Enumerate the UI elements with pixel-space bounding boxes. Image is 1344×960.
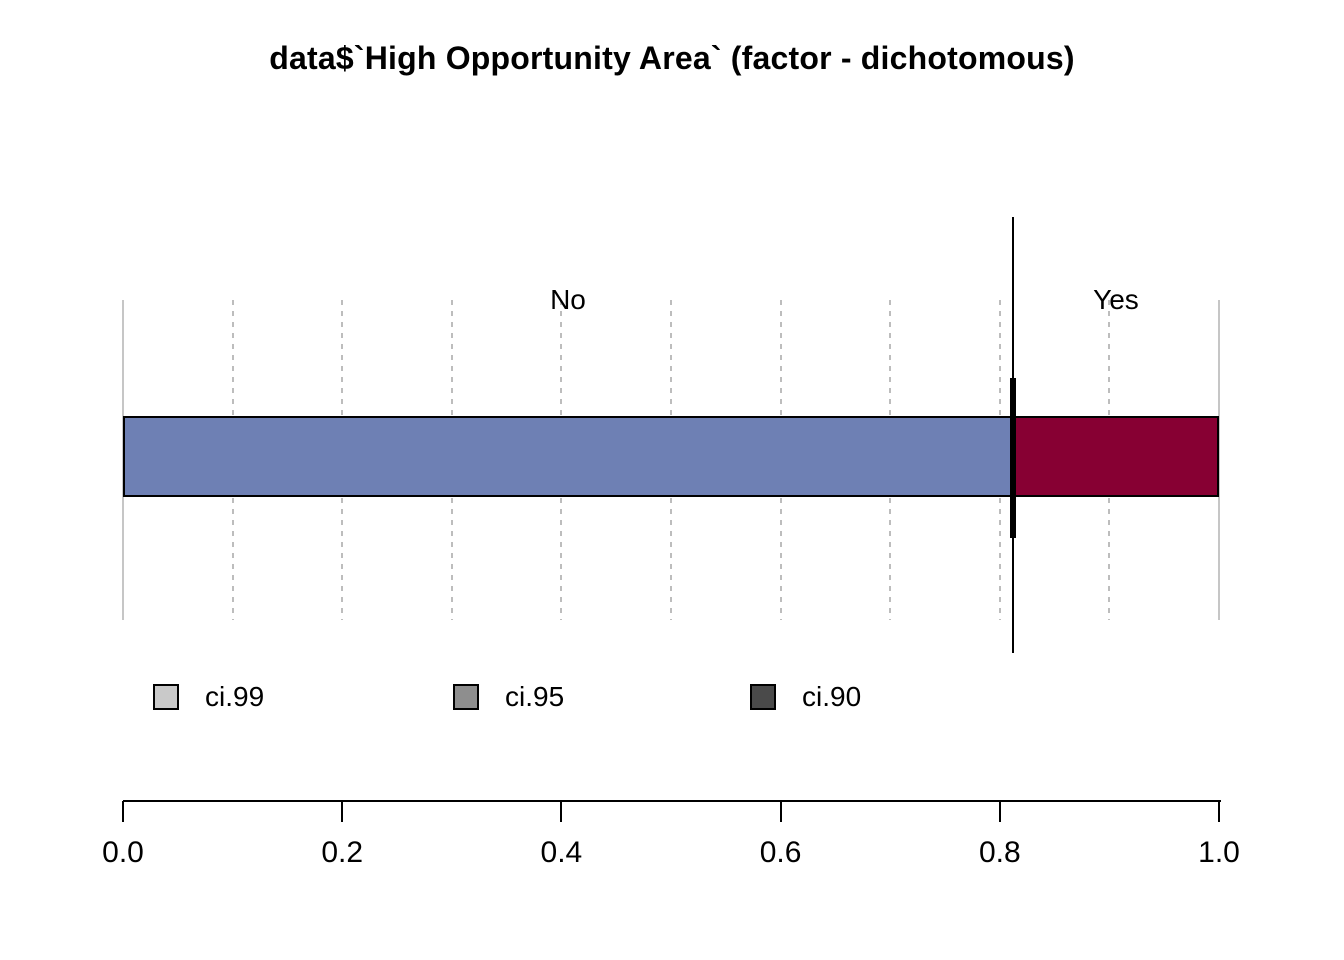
x-axis-tick [1218,801,1220,822]
legend-item-ci90: ci.90 [750,681,861,713]
legend-label-ci95: ci.95 [505,681,565,712]
legend-swatch-ci99 [153,684,179,710]
legend-swatch-ci95 [453,684,479,710]
gridline [1218,300,1220,620]
x-axis-tick [341,801,344,822]
x-axis-tick-label: 0.2 [321,836,364,869]
x-axis-tick [779,801,782,822]
bar-segment-no [123,416,1013,497]
x-axis-tick-label: 0.8 [978,836,1021,869]
category-label-no: No [550,284,586,315]
legend-swatch-ci90 [750,684,776,710]
x-axis-tick [998,801,1001,822]
legend-label-ci99: ci.99 [205,681,265,712]
chart-title: data$`High Opportunity Area` (factor - d… [269,40,1075,76]
legend-item-ci95: ci.95 [453,681,564,713]
x-axis-tick [122,801,124,822]
x-axis-tick-label: 0.6 [759,836,802,869]
category-label-yes: Yes [1093,284,1139,315]
x-axis-tick [560,801,563,822]
legend-item-ci99: ci.99 [153,681,264,713]
x-axis-line [123,800,1221,802]
ci-band [1009,378,1016,538]
x-axis-tick-label: 0.4 [540,836,583,869]
x-axis-tick-label: 1.0 [1198,836,1240,869]
bar-segment-yes [1012,416,1219,497]
stacked-bar [123,416,1219,497]
legend-label-ci90: ci.90 [802,681,862,712]
x-axis-tick-label: 0.0 [102,836,144,869]
